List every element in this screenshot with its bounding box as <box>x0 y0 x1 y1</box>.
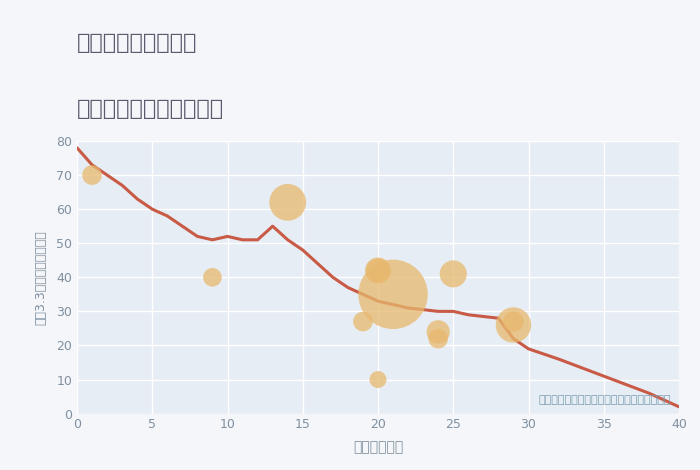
Point <box>448 270 459 278</box>
Y-axis label: 坪（3.3㎡）単価（万円）: 坪（3.3㎡）単価（万円） <box>35 230 48 325</box>
Point <box>508 321 519 329</box>
Point <box>372 376 384 384</box>
X-axis label: 築年数（年）: 築年数（年） <box>353 440 403 454</box>
Point <box>508 318 519 325</box>
Point <box>372 266 384 274</box>
Point <box>433 335 444 342</box>
Point <box>357 318 368 325</box>
Point <box>282 198 293 206</box>
Point <box>388 290 399 298</box>
Point <box>207 274 218 281</box>
Text: 兵庫県西宮市名塩の: 兵庫県西宮市名塩の <box>77 33 197 53</box>
Point <box>87 171 98 179</box>
Point <box>372 266 384 274</box>
Text: 築年数別中古戸建て価格: 築年数別中古戸建て価格 <box>77 99 224 119</box>
Point <box>433 328 444 336</box>
Text: 円の大きさは、取引のあった物件面積を示す: 円の大きさは、取引のあった物件面積を示す <box>539 395 671 405</box>
